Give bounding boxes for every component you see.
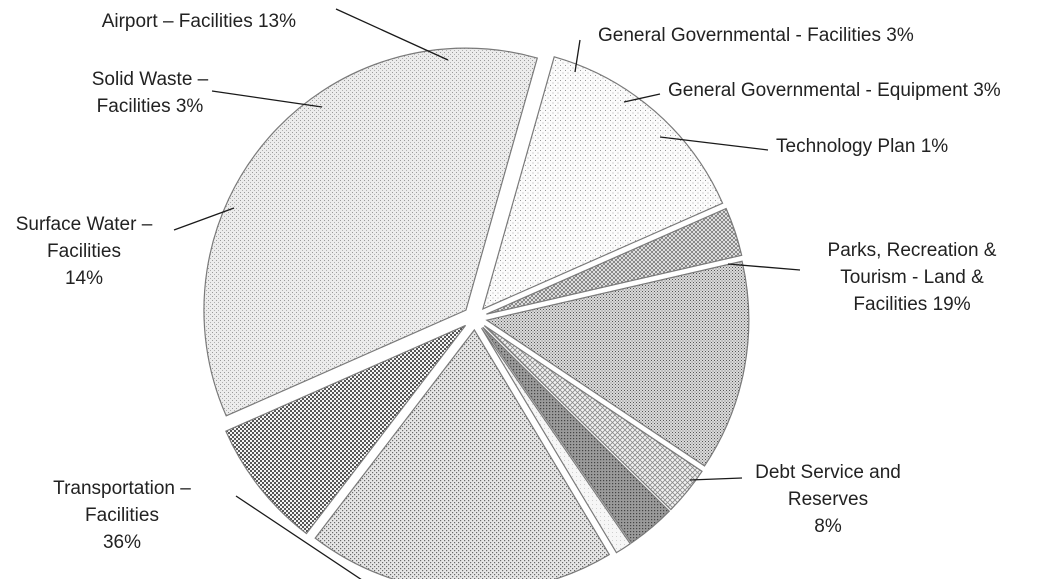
slice-label-line: Technology Plan 1% bbox=[776, 136, 948, 157]
slice-label-1: General Governmental - Facilities 3% bbox=[598, 25, 914, 46]
leader-line-0 bbox=[335, 8, 449, 61]
pie-slice-7 bbox=[481, 56, 724, 311]
leader-line-8 bbox=[211, 90, 323, 108]
pie-slice-8 bbox=[486, 207, 743, 315]
leader-line-6 bbox=[235, 495, 362, 579]
slice-label-0: Airport – Facilities 13% bbox=[102, 11, 296, 32]
slice-label-8: Solid Waste – Facilities 3% bbox=[92, 69, 209, 117]
slice-label-line: Reserves bbox=[788, 489, 868, 510]
slice-label-line: 14% bbox=[65, 268, 103, 289]
slice-label-5: Debt Service and Reserves 8% bbox=[755, 462, 901, 537]
pie-slice-4 bbox=[314, 328, 611, 579]
slice-label-line: Solid Waste – bbox=[92, 69, 209, 90]
leader-line-3 bbox=[659, 136, 769, 151]
slice-label-7: Surface Water – Facilities 14% bbox=[16, 214, 153, 289]
slice-label-line: 36% bbox=[103, 532, 141, 553]
slice-label-line: General Governmental - Equipment 3% bbox=[668, 80, 1001, 101]
pie-slice-2 bbox=[482, 326, 671, 544]
leader-lines bbox=[173, 8, 801, 579]
slice-label-4: Parks, Recreation & Tourism - Land & Facil… bbox=[828, 240, 997, 315]
slice-label-2: General Governmental - Equipment 3% bbox=[668, 80, 1001, 101]
slice-label-line: Debt Service and bbox=[755, 462, 901, 483]
slice-label-line: Tourism - Land & bbox=[840, 267, 984, 288]
slice-label-line: Facilities 19% bbox=[853, 294, 970, 315]
slice-label-line: Facilities bbox=[85, 505, 159, 526]
slice-label-3: Technology Plan 1% bbox=[776, 136, 948, 157]
slice-labels: Airport – Facilities 13% General Governme… bbox=[16, 11, 1001, 553]
slice-label-line: Parks, Recreation & bbox=[828, 240, 997, 261]
slice-label-line: 8% bbox=[814, 516, 842, 537]
pie-slice-3 bbox=[480, 327, 632, 554]
slice-label-line: Facilities 3% bbox=[97, 96, 204, 117]
pie-slice-5 bbox=[225, 324, 467, 535]
leader-line-5 bbox=[689, 477, 743, 481]
slice-label-line: Surface Water – bbox=[16, 214, 153, 235]
slice-label-line: General Governmental - Facilities 3% bbox=[598, 25, 914, 46]
slice-label-line: Airport – Facilities 13% bbox=[102, 11, 296, 32]
slice-label-6: Transportation – Facilities 36% bbox=[53, 478, 191, 553]
pie-slice-1 bbox=[483, 325, 703, 511]
leader-line-1 bbox=[574, 39, 581, 73]
leader-line-4 bbox=[727, 263, 801, 271]
pie-slice-0 bbox=[485, 260, 750, 467]
pie-slices bbox=[203, 47, 750, 579]
leader-line-2 bbox=[623, 93, 661, 103]
leader-line-7 bbox=[173, 207, 235, 231]
slice-label-line: Facilities bbox=[47, 241, 121, 262]
pie-slice-6 bbox=[203, 47, 539, 417]
slice-label-line: Transportation – bbox=[53, 478, 191, 499]
